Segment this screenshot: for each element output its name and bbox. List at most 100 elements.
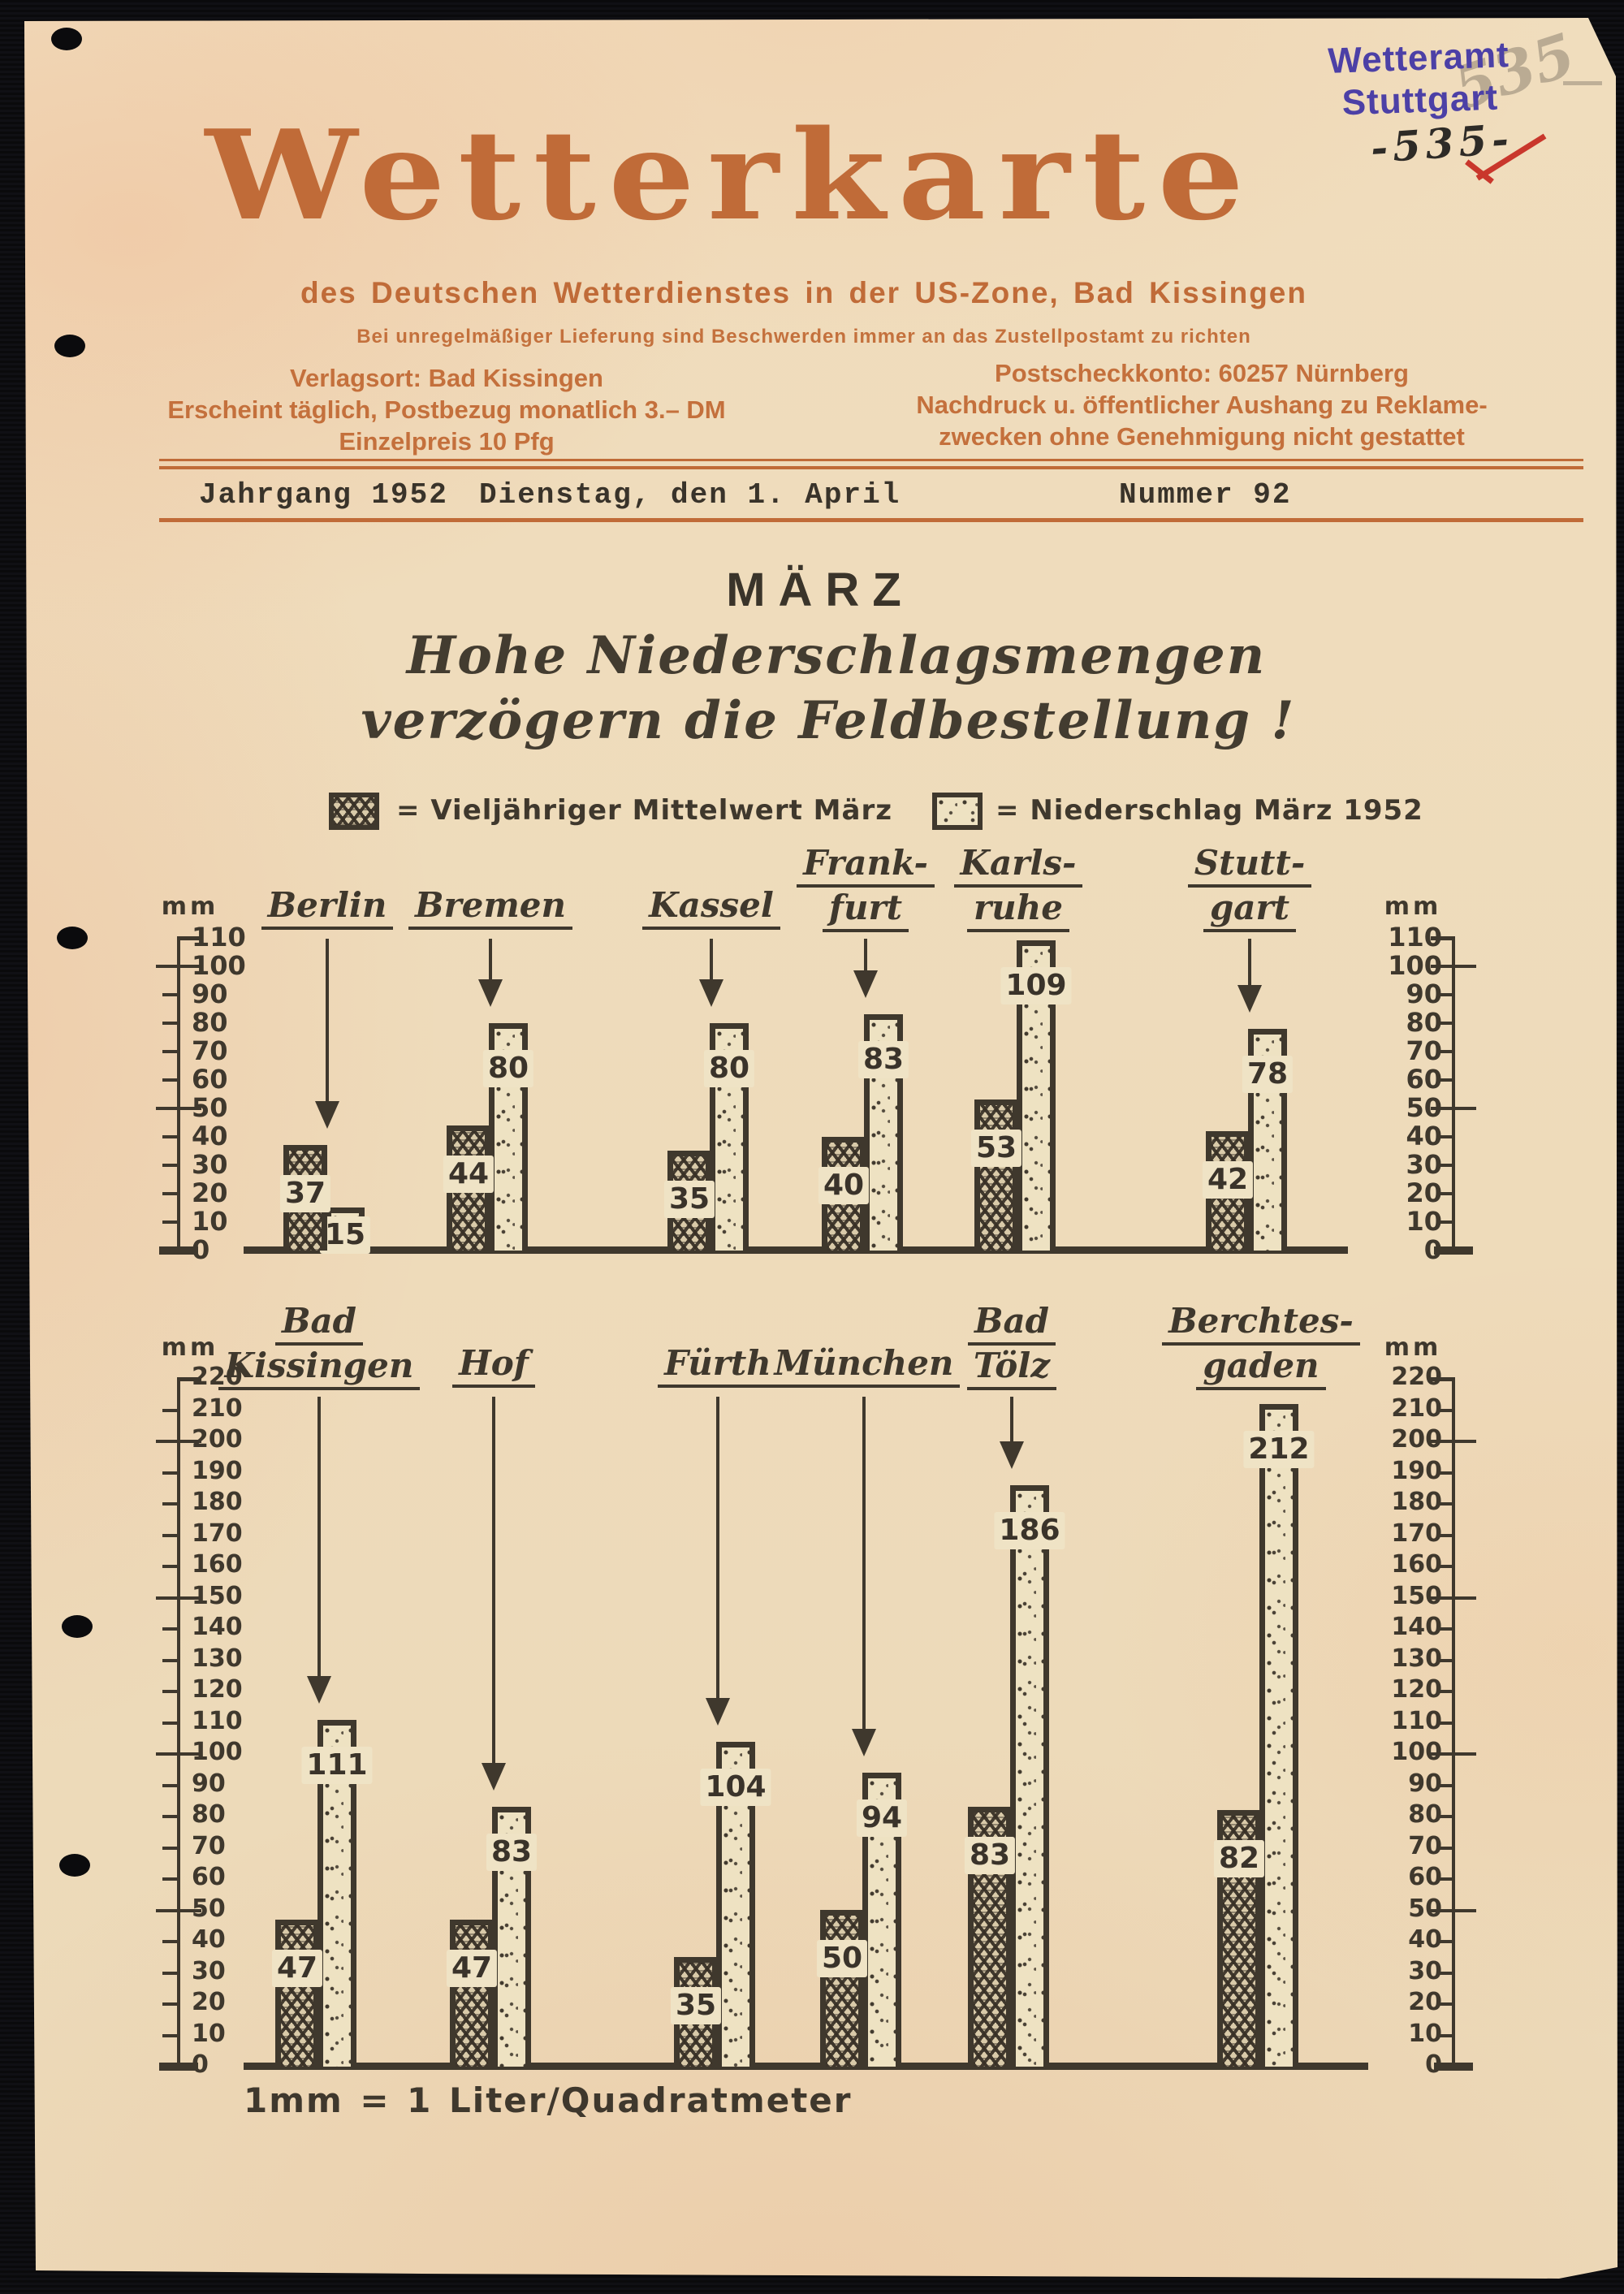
y-axis-tick (179, 1377, 201, 1381)
category-label-Fürth: Fürth (596, 1343, 840, 1390)
y-axis-tick (1437, 1050, 1455, 1053)
y-axis-tick (1437, 993, 1455, 996)
y-axis-tick-label: 50 (1408, 1894, 1442, 1923)
y-axis-tick-label: 110 (192, 1706, 243, 1735)
bar-mean-Bad Kissingen: 47 (271, 1920, 323, 2067)
y-axis-tick (1437, 1690, 1455, 1693)
y-axis-tick-label: 30 (192, 1956, 226, 1985)
info-line: Einzelpreis 10 Pfg (339, 427, 555, 456)
y-axis-tick-label: 60 (192, 1863, 226, 1891)
category-label-München: München (742, 1343, 986, 1390)
y-axis-tick-label: 10 (1408, 2019, 1442, 2048)
y-axis-tick (159, 2063, 198, 2071)
y-axis-tick-label: 10 (192, 1206, 228, 1237)
y-axis-tick (159, 1246, 198, 1255)
y-axis-tick-label: 0 (1425, 2050, 1442, 2079)
y-axis-tick-label: 90 (192, 1769, 226, 1798)
y-axis-tick (1437, 1783, 1455, 1787)
bar-1952-Berchtesgaden: 212 (1243, 1404, 1315, 2067)
y-axis-tick (162, 1408, 180, 1412)
y-axis-tick (1437, 1533, 1455, 1537)
dateline-issue: Nummer 92 (1119, 478, 1292, 512)
arrow-head-icon (1237, 985, 1262, 1013)
y-axis-tick-label: 40 (192, 1925, 226, 1954)
arrow-head-icon (315, 1101, 339, 1129)
arrow-head-icon (307, 1676, 331, 1704)
y-axis-tick-label: 220 (1391, 1363, 1442, 1391)
y-axis-tick (162, 1565, 180, 1568)
y-axis-tick-label: 20 (192, 1177, 228, 1208)
bar-value-label: 83 (857, 1041, 909, 1078)
category-label-Berlin: Berlin (205, 885, 449, 932)
y-axis-tick (1437, 1078, 1455, 1082)
y-axis-tick-label: 210 (1391, 1393, 1442, 1423)
page-title: Wetterkarte (205, 102, 1257, 248)
bar-value-label: 186 (994, 1512, 1065, 1549)
scale-footnote: 1mm = 1 Liter/Quadratmeter (244, 2080, 853, 2120)
publisher-info-right: Postscheckkonto: 60257 Nürnberg Nachdruc… (909, 357, 1494, 452)
y-axis-tick (162, 1877, 180, 1881)
y-axis-tick (162, 1471, 180, 1475)
bar-value-label: 35 (663, 1181, 715, 1218)
y-axis-tick-label: 100 (1388, 950, 1442, 981)
y-axis-tick (162, 1533, 180, 1537)
y-axis-tick (1434, 1246, 1473, 1255)
bar-value-label: 83 (486, 1834, 538, 1871)
y-axis-unit-label: mm (1384, 1333, 1442, 1362)
arrow-line-Hof (492, 1397, 495, 1765)
bar-value-label: 80 (482, 1050, 534, 1087)
y-axis-tick-label: 200 (1391, 1425, 1442, 1454)
divider-rule (159, 518, 1583, 522)
y-axis-tick (1431, 1440, 1476, 1443)
y-axis-tick-label: 50 (192, 1092, 228, 1123)
y-axis-tick (1431, 1752, 1476, 1756)
y-axis-tick (162, 1815, 180, 1818)
y-axis-tick-label: 70 (1408, 1831, 1442, 1860)
arrow-line-Bad Tölz (1010, 1397, 1013, 1443)
info-line: Erscheint täglich, Postbezug monatlich 3… (167, 395, 726, 424)
arrow-line-Berlin (326, 939, 329, 1103)
y-axis-tick-label: 0 (1423, 1234, 1442, 1265)
y-axis-tick-label: 30 (1406, 1149, 1442, 1180)
category-label-Frankfurt: Frank-furt (744, 843, 987, 932)
info-line: Postscheckkonto: 60257 Nürnberg (995, 359, 1409, 387)
y-axis-tick-label: 120 (1391, 1675, 1442, 1704)
y-axis-tick (1437, 1658, 1455, 1662)
y-axis-tick (162, 1078, 180, 1082)
bar-value-label: 50 (816, 1940, 868, 1977)
bar-mean-Bad Tölz: 83 (964, 1807, 1016, 2067)
y-axis-tick-label: 20 (192, 1988, 226, 2016)
bar-value-label: 82 (1213, 1840, 1265, 1877)
arrow-head-icon (706, 1698, 730, 1726)
y-axis-tick (1431, 936, 1453, 940)
info-line: Nachdruck u. öffentlicher Aushang zu Rek… (916, 391, 1488, 419)
y-axis-tick-label: 40 (192, 1121, 228, 1151)
y-axis-tick (162, 1783, 180, 1787)
y-axis-tick (156, 965, 201, 968)
y-axis-tick (1437, 1220, 1455, 1224)
y-axis-tick-label: 100 (1391, 1738, 1442, 1766)
y-axis-tick-label: 70 (1406, 1035, 1442, 1066)
y-axis-tick-label: 60 (1406, 1064, 1442, 1095)
bar-mean-Frankfurt: 40 (818, 1137, 870, 1251)
divider-rule (159, 459, 1583, 461)
y-axis-tick (1437, 1846, 1455, 1850)
y-axis-tick (162, 1971, 180, 1975)
bar-1952-Berlin: 15 (319, 1207, 371, 1254)
masthead-subtitle: des Deutschen Wetterdienstes in der US-Z… (300, 276, 1307, 309)
bar-value-label: 40 (818, 1167, 870, 1204)
category-label-Hof: Hof (372, 1343, 615, 1390)
bar-mean-München: 50 (816, 1910, 868, 2067)
y-axis-tick (1431, 1596, 1476, 1600)
bar-mean-Berlin: 37 (279, 1145, 331, 1251)
x-axis-baseline (244, 2063, 1368, 2070)
y-axis-tick-label: 220 (192, 1363, 243, 1391)
y-axis-line (1452, 936, 1455, 1252)
bar-1952-Hof: 83 (486, 1807, 538, 2067)
arrow-line-Bad Kissingen (317, 1397, 321, 1678)
category-label-Kassel: Kassel (590, 885, 833, 932)
arrow-head-icon (1000, 1441, 1024, 1469)
y-axis-tick-label: 90 (192, 979, 228, 1009)
